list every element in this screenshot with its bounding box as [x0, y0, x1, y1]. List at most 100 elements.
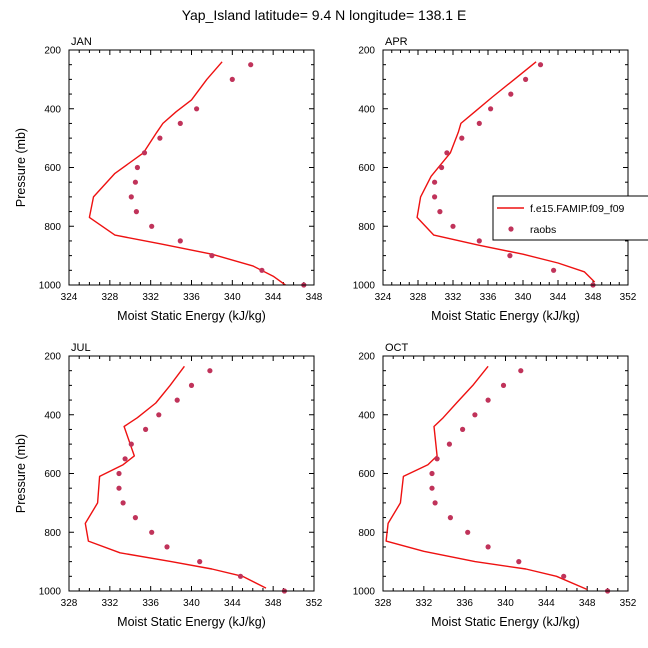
- raobs-point: [209, 253, 215, 259]
- raobs-point: [157, 135, 163, 141]
- x-tick-label: 340: [497, 598, 514, 609]
- plot-frame: [68, 49, 315, 286]
- x-tick-label: 324: [375, 292, 392, 303]
- raobs-point: [485, 544, 491, 550]
- panel-label: OCT: [385, 342, 409, 354]
- y-tick-label: 400: [358, 410, 375, 421]
- raobs-point: [507, 253, 513, 259]
- raobs-point: [174, 397, 180, 403]
- x-axis-title: Moist Static Energy (kJ/kg): [117, 309, 266, 323]
- x-tick-label: 340: [224, 292, 241, 303]
- raobs-point: [439, 164, 445, 171]
- y-tick-label: 800: [44, 528, 61, 539]
- model-profile-line: [416, 61, 596, 283]
- raobs-point: [229, 76, 235, 82]
- x-tick-label: 340: [515, 292, 532, 303]
- x-axis-title: Moist Static Energy (kJ/kg): [431, 615, 580, 629]
- y-tick-label: 600: [44, 469, 61, 480]
- raobs-point: [508, 91, 514, 97]
- raobs-point: [476, 238, 482, 244]
- x-tick-label: 328: [375, 598, 392, 609]
- raobs-point: [446, 441, 452, 447]
- panel-label: JUL: [71, 342, 91, 354]
- legend-label: raobs: [530, 224, 556, 236]
- x-tick-label: 348: [579, 598, 596, 609]
- raobs-point: [128, 194, 134, 200]
- raobs-point: [133, 209, 139, 215]
- raobs-point: [460, 426, 466, 432]
- panel-apr: 324 328 332 336 340 344 348 352 200 400 600 800 1000…: [353, 36, 637, 323]
- y-tick-label: 600: [358, 469, 375, 480]
- model-profile-line: [385, 365, 588, 591]
- raobs-point: [143, 426, 149, 432]
- x-tick-label: 332: [415, 598, 432, 609]
- raobs-point: [177, 238, 183, 244]
- x-tick-label: 336: [142, 598, 159, 609]
- raobs-point: [259, 267, 265, 273]
- raobs-point: [177, 120, 183, 126]
- plot-frame: [382, 49, 629, 286]
- x-tick-label: 340: [183, 598, 200, 609]
- y-tick-label: 400: [44, 104, 61, 115]
- raobs-point: [488, 106, 494, 112]
- y-tick-label: 1000: [353, 281, 376, 292]
- raobs-point: [197, 559, 203, 565]
- x-tick-label: 352: [306, 598, 323, 609]
- plot-area-jan: [88, 61, 286, 285]
- raobs-point: [500, 382, 507, 388]
- figure-title: Yap_Island latitude= 9.4 N longitude= 13…: [182, 7, 467, 23]
- raobs-point: [429, 485, 435, 491]
- x-tick-label: 328: [101, 292, 118, 303]
- raobs-point: [561, 573, 567, 579]
- raobs-point: [437, 209, 443, 215]
- raobs-point: [141, 150, 148, 156]
- raobs-point: [447, 515, 453, 521]
- raobs-point: [128, 441, 134, 447]
- model-profile-line: [88, 61, 286, 285]
- raobs-point: [134, 164, 140, 171]
- y-tick-label: 800: [358, 528, 375, 539]
- x-tick-label: 348: [585, 292, 602, 303]
- x-tick-label: 324: [61, 292, 78, 303]
- y-tick-label: 800: [358, 222, 375, 233]
- plot-frame: [68, 355, 315, 592]
- raobs-point: [444, 150, 450, 156]
- x-tick-label: 328: [410, 292, 427, 303]
- x-tick-label: 344: [538, 598, 555, 609]
- model-profile-line: [84, 365, 267, 589]
- raobs-point: [551, 267, 557, 273]
- x-tick-label: 332: [445, 292, 462, 303]
- panel-label: JAN: [71, 36, 92, 48]
- raobs-point: [432, 179, 438, 185]
- y-tick-label: 800: [44, 222, 61, 233]
- raobs-point: [523, 76, 529, 82]
- raobs-point: [122, 456, 128, 462]
- x-tick-label: 328: [61, 598, 78, 609]
- panel-oct: 328 332 336 340 344 348 352 200 400 600 800 1000 Moi…: [353, 342, 637, 629]
- plot-area-apr: [416, 61, 596, 283]
- raobs-point: [432, 500, 438, 506]
- legend-marker-swatch: [508, 226, 514, 232]
- y-tick-label: 200: [358, 352, 375, 363]
- x-axis-title: Moist Static Energy (kJ/kg): [117, 615, 266, 629]
- x-tick-label: 348: [306, 292, 323, 303]
- x-tick-label: 332: [142, 292, 159, 303]
- x-tick-label: 348: [265, 598, 282, 609]
- raobs-point: [476, 120, 482, 126]
- raobs-point: [188, 382, 195, 388]
- x-tick-label: 336: [183, 292, 200, 303]
- raobs-point: [132, 515, 138, 521]
- y-axis-title: Pressure (mb): [14, 128, 28, 207]
- y-tick-label: 600: [358, 163, 375, 174]
- legend-label: f.e15.FAMIP.f09_f09: [530, 203, 625, 215]
- raobs-point: [120, 500, 126, 506]
- x-axis-title: Moist Static Energy (kJ/kg): [431, 309, 580, 323]
- raobs-point: [459, 135, 465, 141]
- legend-box: [492, 195, 648, 241]
- y-tick-label: 200: [44, 352, 61, 363]
- y-tick-label: 200: [44, 46, 61, 57]
- raobs-point: [132, 179, 138, 185]
